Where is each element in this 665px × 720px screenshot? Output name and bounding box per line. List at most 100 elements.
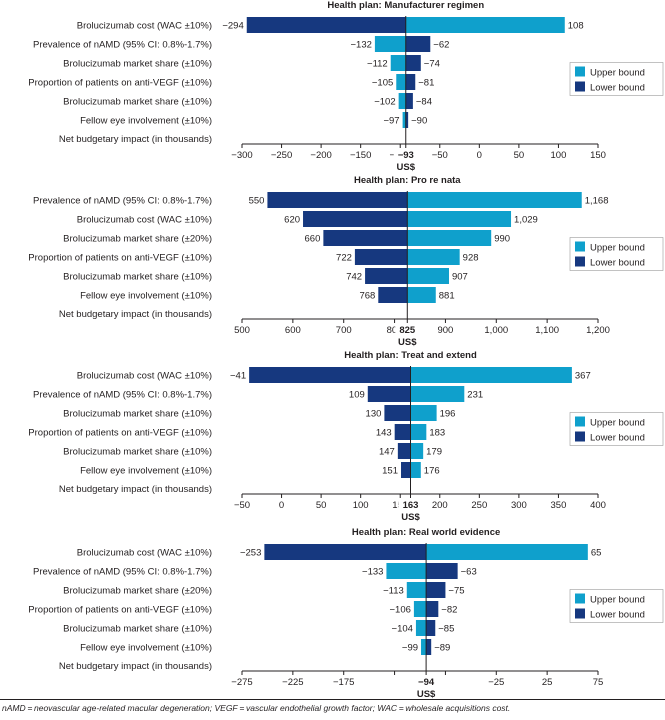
lower-bound-bar bbox=[426, 639, 432, 655]
upper-bound-bar bbox=[410, 443, 424, 459]
lower-bound-bar bbox=[367, 386, 411, 402]
value-label: −41 bbox=[230, 371, 246, 382]
row-label: Brolucizumab cost (WAC ±10%) bbox=[77, 21, 212, 32]
upper-bound-bar bbox=[405, 17, 565, 33]
value-label: 742 bbox=[346, 272, 362, 283]
value-label: −133 bbox=[362, 567, 383, 578]
legend-label-lower: Lower bound bbox=[590, 258, 645, 269]
lower-bound-bar bbox=[426, 601, 439, 617]
upper-bound-bar bbox=[415, 620, 427, 636]
row-label: Brolucizumab cost (WAC ±10%) bbox=[77, 215, 212, 226]
x-axis-label: US$ bbox=[401, 512, 420, 523]
x-tick-label: −250 bbox=[271, 150, 292, 161]
legend-box bbox=[569, 62, 664, 96]
upper-bound-bar bbox=[407, 249, 460, 265]
chart-panel: Health plan: Treat and extend Brolucizuma… bbox=[28, 350, 664, 523]
legend-label-lower: Lower bound bbox=[590, 610, 645, 621]
row-label: Prevalence of nAMD (95% CI: 0.8%-1.7%) bbox=[33, 567, 212, 578]
upper-bound-bar bbox=[407, 268, 449, 284]
row-label: Brolucizumab market share (±10%) bbox=[63, 272, 212, 283]
lower-bound-bar bbox=[405, 112, 409, 128]
x-tick-label: 25 bbox=[542, 677, 553, 688]
row-label: Brolucizumab market share (±10%) bbox=[63, 409, 212, 420]
row-label: Prevalence of nAMD (95% CI: 0.8%-1.7%) bbox=[33, 390, 212, 401]
value-label: 179 bbox=[426, 447, 442, 458]
value-label: −113 bbox=[383, 586, 404, 597]
value-label: 881 bbox=[439, 291, 455, 302]
value-label: 907 bbox=[452, 272, 468, 283]
row-label: Proportion of patients on anti-VEGF (±10… bbox=[28, 605, 212, 616]
x-tick-label: 900 bbox=[437, 325, 453, 336]
value-label: −74 bbox=[424, 59, 440, 70]
lower-bound-bar bbox=[246, 17, 406, 33]
value-label: −81 bbox=[418, 78, 434, 89]
value-label: 928 bbox=[463, 253, 479, 264]
legend-swatch-lower bbox=[575, 256, 585, 267]
value-label: 660 bbox=[305, 234, 321, 245]
legend: Upper bound Lower bound bbox=[569, 412, 664, 446]
lower-bound-bar bbox=[365, 268, 408, 284]
lower-bound-bar bbox=[384, 405, 411, 421]
base-value-label: 825 bbox=[399, 325, 416, 336]
row-label: Fellow eye involvement (±10%) bbox=[80, 291, 212, 302]
legend-swatch-lower bbox=[575, 81, 585, 92]
legend-swatch-upper bbox=[575, 416, 585, 427]
lower-bound-bar bbox=[249, 367, 411, 383]
legend-box bbox=[569, 589, 664, 623]
lower-bound-bar bbox=[405, 74, 416, 90]
base-value-label: −94 bbox=[418, 677, 435, 688]
chart-title: Health plan: Treat and extend bbox=[344, 350, 477, 361]
footnote: nAMD = neovascular age-related macular d… bbox=[2, 703, 511, 713]
value-label: −294 bbox=[222, 21, 243, 32]
value-label: −82 bbox=[441, 605, 457, 616]
x-axis-label: US$ bbox=[398, 337, 417, 348]
x-tick-label: 250 bbox=[471, 500, 487, 511]
upper-bound-bar bbox=[396, 74, 406, 90]
base-value-label: −93 bbox=[398, 150, 414, 161]
lower-bound-bar bbox=[405, 93, 413, 109]
upper-bound-bar bbox=[413, 601, 427, 617]
x-tick-label: −150 bbox=[350, 150, 371, 161]
x-tick-label: 50 bbox=[514, 150, 525, 161]
value-label: −112 bbox=[367, 59, 388, 70]
base-value-label: 163 bbox=[403, 500, 419, 511]
lower-bound-bar bbox=[397, 443, 411, 459]
value-label: −106 bbox=[389, 605, 410, 616]
value-label: 367 bbox=[575, 371, 591, 382]
upper-bound-bar bbox=[407, 230, 492, 246]
x-tick-label: −175 bbox=[333, 677, 354, 688]
legend: Upper bound Lower bound bbox=[569, 237, 664, 271]
legend-label-upper: Upper bound bbox=[590, 68, 645, 79]
upper-bound-bar bbox=[410, 462, 421, 478]
lower-bound-bar bbox=[378, 287, 408, 303]
legend-label-upper: Upper bound bbox=[590, 418, 645, 429]
lower-bound-bar bbox=[303, 211, 408, 227]
value-label: −89 bbox=[434, 643, 450, 654]
base-label: Net budgetary impact (in thousands) bbox=[59, 309, 212, 320]
x-tick-label: 0 bbox=[477, 150, 482, 161]
x-tick-label: −50 bbox=[234, 500, 250, 511]
upper-bound-bar bbox=[407, 192, 582, 208]
row-label: Prevalence of nAMD (95% CI: 0.8%-1.7%) bbox=[33, 40, 212, 51]
lower-bound-bar bbox=[394, 424, 411, 440]
chart-panel: Health plan: Real world evidence Broluciz… bbox=[28, 527, 664, 700]
value-label: −75 bbox=[448, 586, 464, 597]
legend-box bbox=[569, 412, 664, 446]
legend-swatch-upper bbox=[575, 66, 585, 77]
base-value-bg bbox=[414, 676, 439, 687]
value-label: −85 bbox=[438, 624, 454, 635]
legend-label-upper: Upper bound bbox=[590, 595, 645, 606]
value-label: −90 bbox=[411, 116, 427, 127]
legend-label-upper: Upper bound bbox=[590, 243, 645, 254]
value-label: 196 bbox=[440, 409, 456, 420]
upper-bound-bar bbox=[407, 287, 436, 303]
lower-bound-bar bbox=[323, 230, 408, 246]
row-label: Brolucizumab cost (WAC ±10%) bbox=[77, 371, 212, 382]
value-label: −97 bbox=[383, 116, 399, 127]
chart-panel: Health plan: Manufacturer regimen Broluci… bbox=[28, 0, 664, 173]
lower-bound-bar bbox=[426, 563, 458, 579]
value-label: 722 bbox=[336, 253, 352, 264]
row-label: Proportion of patients on anti-VEGF (±10… bbox=[28, 78, 212, 89]
lower-bound-bar bbox=[405, 55, 421, 71]
row-label: Proportion of patients on anti-VEGF (±10… bbox=[28, 428, 212, 439]
